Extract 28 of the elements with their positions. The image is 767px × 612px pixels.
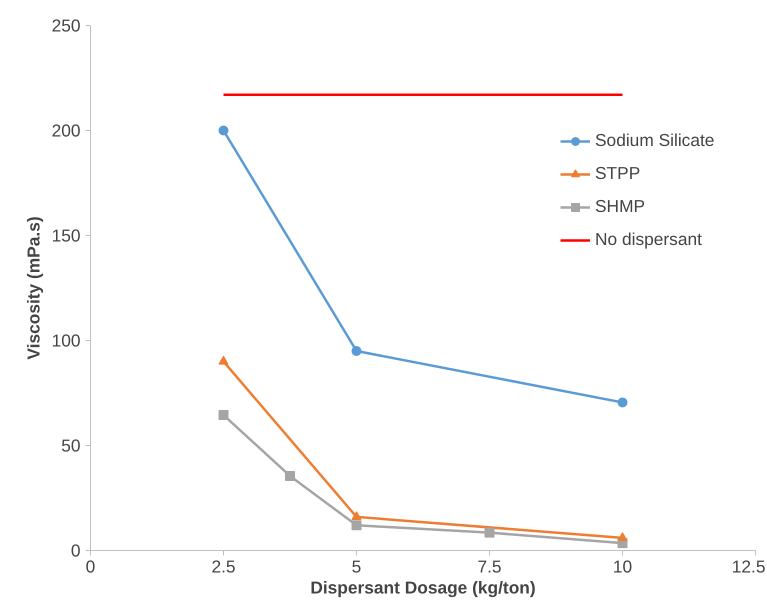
y-tick-label: 0 — [70, 540, 81, 560]
legend-label: SHMP — [595, 196, 646, 217]
point — [484, 528, 494, 538]
point — [352, 520, 362, 530]
y-tick-label: 100 — [52, 330, 81, 350]
x-axis-title: Dispersant Dosage (kg/ton) — [310, 578, 536, 598]
point — [218, 356, 228, 365]
x-tick-label: 10 — [612, 556, 632, 576]
y-tick-label: 50 — [61, 436, 81, 456]
legend-label: STPP — [595, 163, 640, 184]
point — [618, 532, 628, 541]
x-tick-label: 7.5 — [477, 556, 502, 576]
y-tick-label: 150 — [52, 226, 81, 246]
point — [352, 346, 362, 356]
y-tick-label: 200 — [52, 120, 81, 140]
x-tick-label: 2.5 — [211, 556, 236, 576]
point — [218, 126, 228, 136]
point — [618, 397, 628, 408]
x-tick-label: 5 — [352, 556, 362, 576]
legend-label: Sodium Silicate — [595, 130, 714, 151]
point — [285, 470, 295, 481]
point — [352, 511, 362, 520]
legend-label: No dispersant — [595, 229, 702, 250]
y-tick-label: 250 — [52, 16, 81, 36]
x-tick-label: 12.5 — [732, 556, 766, 576]
point — [218, 410, 228, 420]
x-tick-label: 0 — [86, 556, 96, 576]
y-axis-title: Viscosity (mPa.s) — [24, 216, 44, 360]
